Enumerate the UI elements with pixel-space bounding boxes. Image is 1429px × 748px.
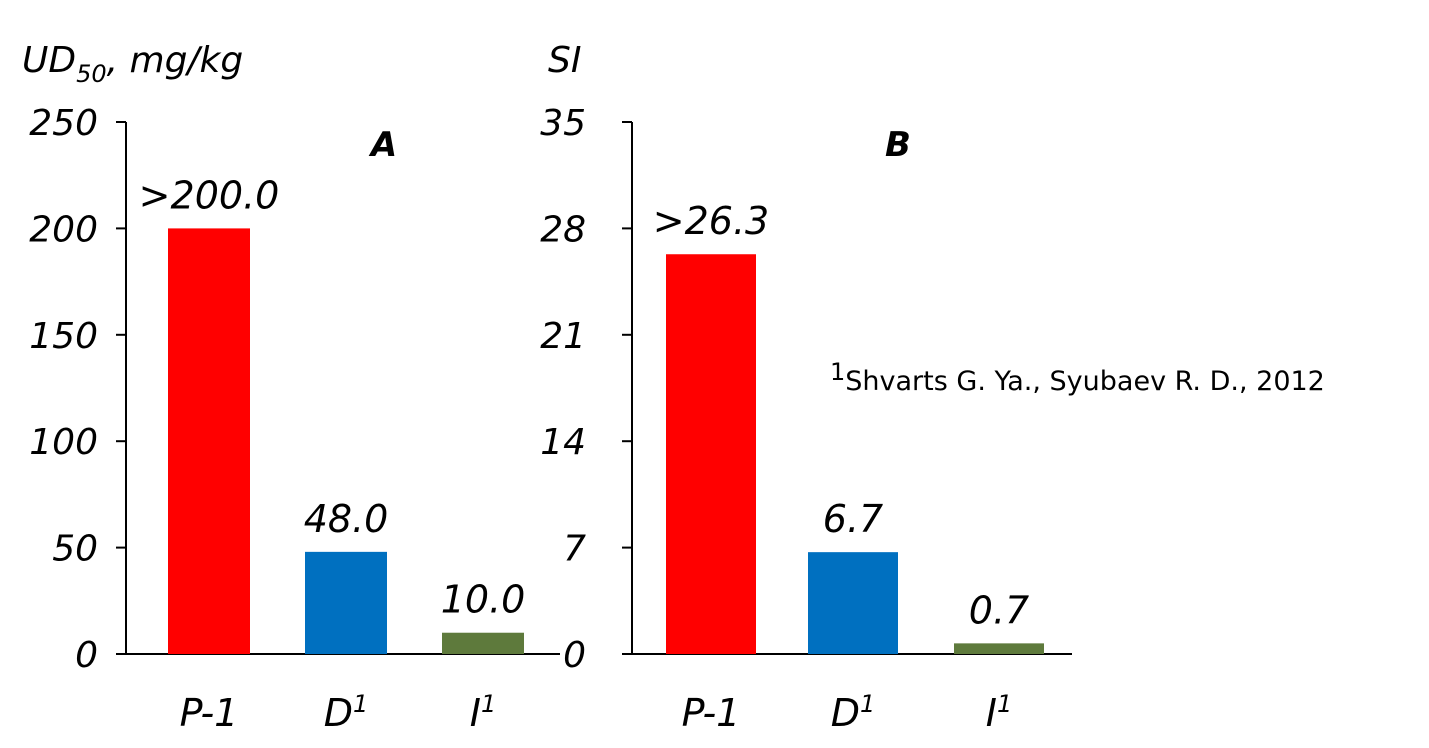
panel-a-tick-label-1: 50 <box>52 529 98 570</box>
panel-a-y-ticks: 0 50 100 150 200 250 <box>29 103 126 676</box>
panel-a-bar-2 <box>442 632 524 654</box>
panel-a-data-label-0: >200.0 <box>139 173 280 217</box>
panel-a-bar-1 <box>305 551 387 654</box>
panel-b-data-label-2: 0.7 <box>969 588 1029 632</box>
panel-a-data-labels: >200.0 48.0 10.0 <box>139 173 526 621</box>
panel-b-bar-1 <box>808 552 898 654</box>
panel-b-bar-0 <box>666 254 756 655</box>
panel-a-tick-label-0: 0 <box>75 635 98 676</box>
panel-b-label: B <box>885 125 911 165</box>
panel-a-tick-label-4: 200 <box>29 209 98 250</box>
panel-a-label: A <box>368 125 397 165</box>
panel-b-data-label-0: >26.3 <box>653 199 769 243</box>
panel-a: UD50, mg/kg A 0 50 100 150 200 250 >200.0 48.0… <box>22 40 560 735</box>
panel-b-y-ticks: 0 7 14 21 28 35 <box>540 103 632 676</box>
panel-b-category-label-1: D1 <box>831 690 876 735</box>
panel-a-category-label-1: D1 <box>324 690 369 735</box>
panel-b-tick-label-0: 0 <box>563 635 586 676</box>
panel-a-data-label-2: 10.0 <box>441 578 526 622</box>
panel-a-y-axis-label: UD50, mg/kg <box>22 40 243 88</box>
panel-a-tick-label-3: 150 <box>29 316 98 357</box>
panel-b-bar-2 <box>954 643 1044 654</box>
panel-b-tick-label-1: 7 <box>563 529 586 570</box>
panel-b-bars <box>666 254 1044 655</box>
panel-a-data-label-1: 48.0 <box>304 497 389 541</box>
panel-b-y-axis-label: SI <box>548 40 581 81</box>
panel-a-bars <box>168 228 524 654</box>
panel-a-category-label-2: I1 <box>470 690 497 735</box>
panel-b-data-labels: >26.3 6.7 0.7 <box>653 199 1029 632</box>
panel-a-category-labels: P-1 D1 I1 <box>180 690 497 735</box>
panel-b-category-label-2: I1 <box>986 690 1013 735</box>
panel-b-tick-label-2: 14 <box>540 422 586 463</box>
panel-b-category-labels: P-1 D1 I1 <box>682 690 1013 735</box>
panel-a-tick-label-2: 100 <box>29 422 98 463</box>
panel-a-category-label-0: P-1 <box>180 691 239 735</box>
panel-a-tick-label-5: 250 <box>29 103 98 144</box>
footnote: 1Shvarts G. Ya., Syubaev R. D., 2012 <box>830 358 1325 397</box>
panel-b: SI B 0 7 14 21 28 35 >26.3 6.7 0.7 P-1 D1 I1 <box>540 40 1072 735</box>
panel-b-tick-label-4: 28 <box>540 209 586 250</box>
panel-b-category-label-0: P-1 <box>682 691 741 735</box>
panel-a-bar-0 <box>168 228 250 654</box>
panel-b-tick-label-5: 35 <box>540 103 586 144</box>
panel-b-tick-label-3: 21 <box>540 316 586 357</box>
panel-b-data-label-1: 6.7 <box>823 497 883 541</box>
